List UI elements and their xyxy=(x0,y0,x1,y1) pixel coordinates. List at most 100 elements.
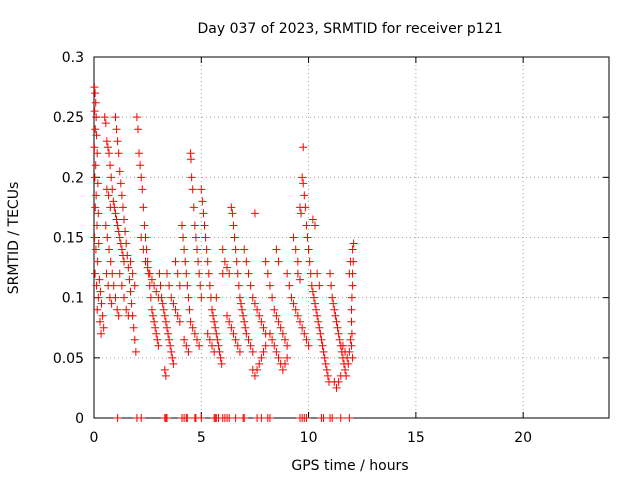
data-point xyxy=(220,257,229,266)
data-point xyxy=(165,335,174,344)
data-point xyxy=(328,293,337,302)
data-point xyxy=(137,173,146,182)
data-point xyxy=(93,305,102,314)
data-point xyxy=(101,221,110,230)
data-point xyxy=(347,293,356,302)
data-point xyxy=(145,269,154,278)
data-point xyxy=(233,341,242,350)
data-point xyxy=(213,335,222,344)
data-point xyxy=(308,215,317,224)
data-point xyxy=(102,137,111,146)
data-point xyxy=(186,155,195,164)
data-point xyxy=(332,317,341,326)
data-point xyxy=(253,365,262,374)
data-point xyxy=(241,323,250,332)
data-point xyxy=(217,359,226,368)
data-point xyxy=(162,269,171,278)
data-point xyxy=(111,209,120,218)
data-point xyxy=(103,233,112,242)
data-point xyxy=(347,329,356,338)
data-point xyxy=(95,275,104,284)
data-point xyxy=(193,335,201,344)
data-point xyxy=(184,347,193,356)
data-point xyxy=(302,335,311,344)
data-point xyxy=(122,239,131,248)
data-point xyxy=(195,269,204,278)
data-point xyxy=(218,245,227,254)
data-point xyxy=(106,161,115,170)
data-point xyxy=(96,287,105,296)
data-point xyxy=(94,239,103,248)
data-point xyxy=(195,341,204,350)
data-point xyxy=(209,311,218,320)
data-point xyxy=(272,311,281,320)
data-point xyxy=(92,113,101,122)
data-point xyxy=(113,414,122,422)
data-point xyxy=(92,281,101,290)
data-point xyxy=(103,143,112,152)
data-point xyxy=(317,335,326,344)
data-point xyxy=(314,317,323,326)
data-point xyxy=(125,275,134,284)
data-point xyxy=(234,281,243,290)
data-point xyxy=(90,233,99,242)
data-point xyxy=(334,377,343,386)
data-point xyxy=(166,341,175,350)
data-point xyxy=(101,119,110,128)
data-point xyxy=(255,311,264,320)
data-point xyxy=(274,257,283,266)
data-point xyxy=(120,215,129,224)
data-point xyxy=(93,149,102,158)
data-point xyxy=(175,317,184,326)
data-point xyxy=(345,414,354,422)
data-point xyxy=(329,299,338,308)
data-point xyxy=(105,245,114,254)
data-point xyxy=(299,179,308,188)
data-point xyxy=(154,341,163,350)
y-tick-label: 0.2 xyxy=(62,170,84,186)
data-point xyxy=(91,203,100,212)
data-point xyxy=(109,197,118,206)
data-point xyxy=(168,353,177,362)
data-point xyxy=(235,293,244,302)
data-point xyxy=(229,329,238,338)
data-point xyxy=(181,257,190,266)
data-point xyxy=(331,311,340,320)
data-point xyxy=(177,221,186,230)
data-point xyxy=(300,329,309,338)
data-point xyxy=(179,233,188,242)
data-point xyxy=(185,305,194,314)
data-point xyxy=(328,414,337,422)
data-point xyxy=(161,317,170,326)
data-point xyxy=(320,353,329,362)
y-tick-label: 0.1 xyxy=(62,291,84,307)
data-point xyxy=(293,269,302,278)
data-point xyxy=(129,323,138,332)
data-point xyxy=(123,251,132,260)
data-point xyxy=(99,323,108,332)
data-point xyxy=(227,203,236,212)
data-point xyxy=(96,317,105,326)
data-point xyxy=(204,269,213,278)
data-point xyxy=(313,269,322,278)
data-point xyxy=(276,323,285,332)
data-point xyxy=(347,341,356,350)
data-point xyxy=(236,299,245,308)
data-point xyxy=(311,221,320,230)
data-point xyxy=(197,185,206,194)
data-point xyxy=(349,239,358,248)
data-point xyxy=(304,341,313,350)
data-point xyxy=(248,347,257,356)
data-point xyxy=(265,414,274,422)
data-point xyxy=(240,317,249,326)
data-point xyxy=(112,215,121,224)
data-point xyxy=(255,359,264,368)
data-point xyxy=(296,317,304,326)
data-point xyxy=(97,329,106,338)
data-point xyxy=(263,269,272,278)
data-point xyxy=(105,149,114,158)
data-point xyxy=(280,335,289,344)
data-point xyxy=(257,317,266,326)
data-point xyxy=(90,83,99,92)
data-point xyxy=(333,323,342,332)
